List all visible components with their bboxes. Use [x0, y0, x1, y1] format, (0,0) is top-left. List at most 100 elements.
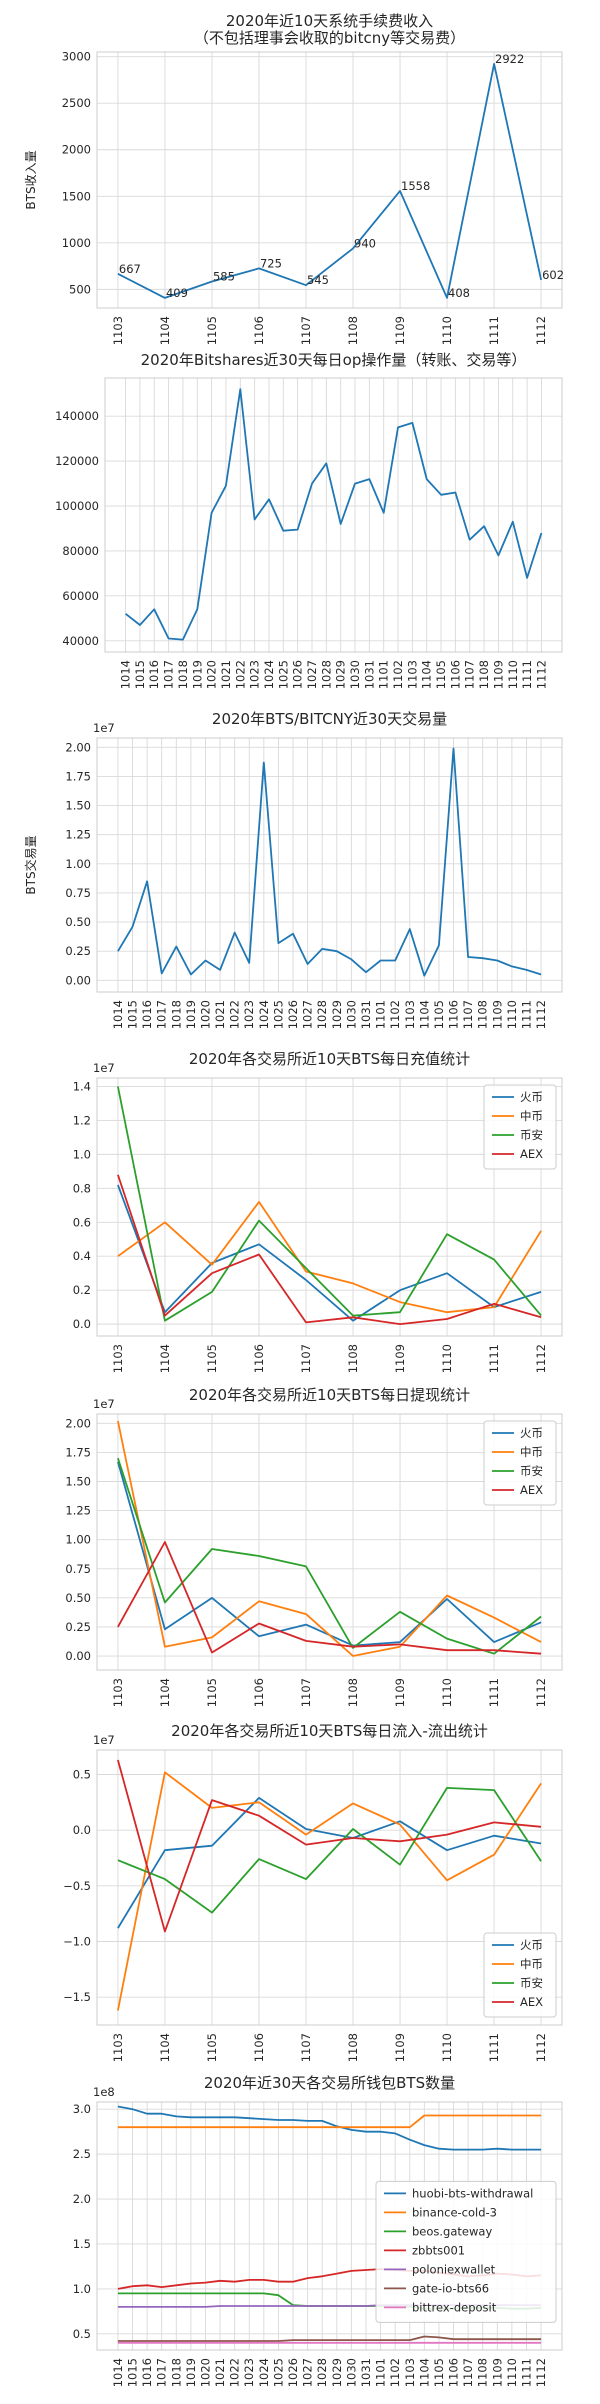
x-tick-label: 1107	[463, 660, 477, 689]
legend-label: 币安	[520, 1464, 543, 1478]
y-tick-label: 1.0	[73, 1147, 91, 1161]
series-line-2	[117, 1771, 542, 2011]
x-tick-label: 1106	[447, 2358, 461, 2387]
x-tick-label: 1027	[305, 660, 319, 689]
series-line-1	[117, 1184, 542, 1322]
x-tick-label: 1028	[315, 2358, 329, 2387]
chart-title: 2020年Bitshares近30天每日op操作量（转账、交易等）	[141, 351, 527, 369]
series-line-3	[117, 1457, 542, 1655]
x-tick-label: 1016	[140, 1000, 154, 1029]
y-tick-label: 1.4	[73, 1079, 91, 1093]
legend-label: binance-cold-3	[412, 2205, 497, 2219]
legend-label: 中币	[520, 1445, 543, 1459]
y-tick-label: 0.5	[73, 1767, 91, 1781]
chart-2: 2020年Bitshares近30天每日op操作量（转账、交易等） 40000 60…	[55, 351, 563, 689]
x-tick-label: 1020	[205, 660, 219, 689]
y-tick-label: 1.2	[73, 1113, 91, 1127]
x-tick-label: 1021	[213, 1000, 227, 1029]
y-tick-label: 0.50	[65, 915, 91, 929]
x-tick-label: 1109	[393, 1344, 407, 1373]
x-tick-label: 1026	[291, 660, 305, 689]
series-line-1	[125, 388, 543, 641]
legend-label: 火币	[520, 1938, 543, 1952]
x-tick-label: 1111	[487, 2033, 501, 2062]
y-tick-label: 2500	[62, 96, 91, 110]
x-tick-label: 1111	[519, 2358, 533, 2387]
x-tick-label: 1104	[417, 1000, 431, 1029]
y-tick-label: 0.25	[65, 1620, 91, 1634]
x-tick-label: 1019	[190, 660, 204, 689]
series-line-1	[117, 63, 542, 299]
x-tick-label: 1103	[111, 1344, 125, 1373]
x-tick-label: 1109	[491, 660, 505, 689]
x-tick-label: 1105	[205, 1678, 219, 1707]
x-tick-label: 1110	[505, 2358, 519, 2387]
x-tick-label: 1014	[111, 2358, 125, 2387]
chart-title: 2020年近30天各交易所钱包BTS数量	[204, 2074, 455, 2092]
x-tick-label: 1024	[257, 1000, 271, 1029]
x-tick-label: 1104	[158, 316, 172, 345]
x-tick-label: 1015	[126, 2358, 140, 2387]
data-label: 1558	[401, 179, 430, 193]
y-tick-label: 140000	[55, 409, 99, 423]
x-tick-label: 1025	[276, 660, 290, 689]
series-line-4	[117, 1541, 542, 1655]
legend-label: zbbts001	[412, 2243, 465, 2257]
y-tick-label: −0.5	[63, 1879, 91, 1893]
x-tick-label: 1109	[393, 2033, 407, 2062]
y-tick-label: 0.6	[73, 1215, 91, 1229]
x-tick-label: 1029	[334, 660, 348, 689]
plot-frame	[104, 377, 563, 653]
scale-label: 1e7	[93, 1061, 115, 1075]
x-tick-label: 1108	[346, 1678, 360, 1707]
x-tick-label: 1030	[348, 660, 362, 689]
series-line-4	[117, 1759, 542, 1933]
x-tick-label: 1015	[126, 1000, 140, 1029]
x-tick-label: 1112	[534, 1000, 548, 1029]
y-tick-label: 1.00	[65, 857, 91, 871]
y-tick-label: −1.5	[63, 1990, 91, 2004]
x-tick-label: 1029	[330, 1000, 344, 1029]
x-tick-label: 1019	[184, 1000, 198, 1029]
x-tick-label: 1030	[344, 2358, 358, 2387]
scale-label: 1e7	[93, 1397, 115, 1411]
y-tick-label: 0.25	[65, 944, 91, 958]
x-tick-label: 1024	[257, 2358, 271, 2387]
x-tick-label: 1109	[393, 1678, 407, 1707]
x-tick-label: 1030	[344, 1000, 358, 1029]
legend-label: huobi-bts-withdrawal	[412, 2186, 533, 2200]
chart-title: （不包括理事会收取的bitcny等交易费）	[194, 29, 465, 47]
x-tick-label: 1019	[184, 2358, 198, 2387]
x-tick-label: 1017	[162, 660, 176, 689]
x-tick-label: 1103	[405, 660, 419, 689]
scale-label: 1e8	[93, 2085, 115, 2099]
data-label: 408	[448, 286, 470, 300]
x-tick-label: 1110	[440, 2033, 454, 2062]
x-tick-label: 1103	[111, 316, 125, 345]
x-tick-label: 1111	[487, 316, 501, 345]
legend-label: AEX	[520, 1147, 543, 1161]
legend-label: bittrex-deposit	[412, 2300, 497, 2314]
x-tick-label: 1020	[198, 2358, 212, 2387]
x-tick-label: 1108	[476, 2358, 490, 2387]
x-tick-label: 1104	[417, 2358, 431, 2387]
series-line-2	[117, 2114, 542, 2129]
legend-label: 币安	[520, 1128, 543, 1142]
x-tick-label: 1111	[519, 1000, 533, 1029]
plot-frame	[96, 1413, 563, 1671]
x-tick-label: 1022	[228, 2358, 242, 2387]
scale-label: 1e7	[93, 1733, 115, 1747]
x-tick-label: 1105	[432, 1000, 446, 1029]
x-tick-label: 1104	[158, 1678, 172, 1707]
data-label: 545	[307, 273, 329, 287]
x-tick-label: 1109	[393, 316, 407, 345]
x-tick-label: 1105	[434, 660, 448, 689]
x-tick-label: 1110	[506, 660, 520, 689]
data-label: 940	[354, 236, 376, 250]
data-label: 602	[542, 268, 564, 282]
legend-box	[483, 1420, 557, 1506]
x-tick-label: 1016	[140, 2358, 154, 2387]
